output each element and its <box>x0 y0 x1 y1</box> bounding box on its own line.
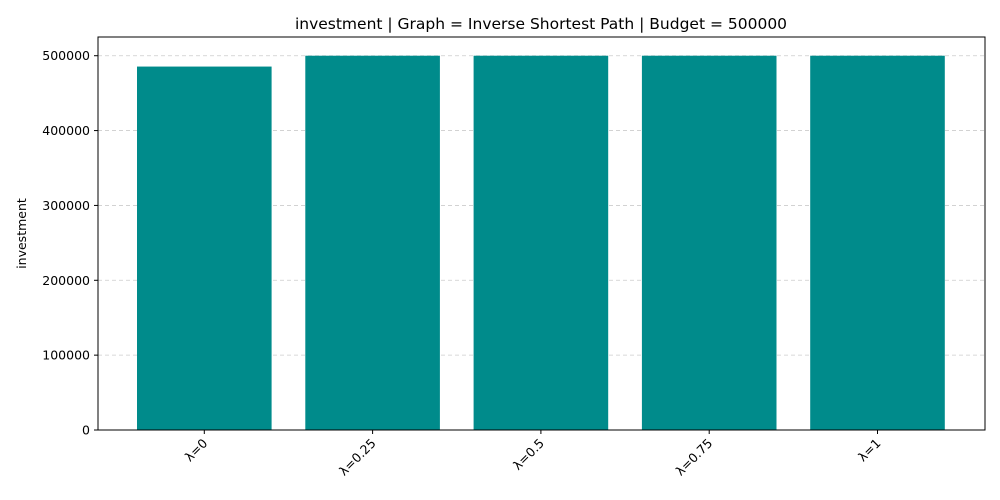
bar <box>810 55 945 430</box>
y-tick-label: 500000 <box>42 48 90 63</box>
y-tick-label: 0 <box>82 423 90 438</box>
chart-title: investment | Graph = Inverse Shortest Pa… <box>295 15 787 33</box>
plot-frame <box>97 36 986 431</box>
x-tick-label: λ=0.75 <box>672 436 715 479</box>
y-axis: 0 100000 200000 300000 400000 500000 <box>42 48 98 438</box>
y-axis-label: investment <box>14 198 29 269</box>
bar <box>641 55 777 430</box>
bar <box>305 55 440 430</box>
bar <box>473 55 609 430</box>
y-tick-label: 100000 <box>42 348 90 363</box>
x-tick-label: λ=1 <box>855 436 884 465</box>
x-tick-label: λ=0 <box>182 435 211 464</box>
y-tick-label: 300000 <box>42 198 90 213</box>
y-tick-label: 200000 <box>42 273 90 288</box>
bar <box>137 66 272 430</box>
y-tick-label: 400000 <box>42 123 90 138</box>
x-axis: λ=0 λ=0.25 λ=0.5 λ=0.75 λ=1 <box>182 430 884 478</box>
x-tick-label: λ=0.25 <box>336 436 379 479</box>
x-tick-label: λ=0.5 <box>510 436 547 473</box>
bars <box>137 55 945 430</box>
